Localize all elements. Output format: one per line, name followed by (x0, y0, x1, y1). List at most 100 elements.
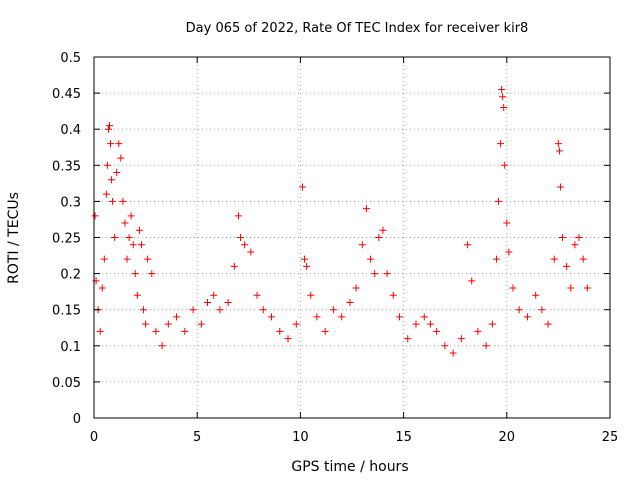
data-point (441, 342, 449, 350)
data-point (367, 255, 375, 263)
data-point (109, 197, 117, 205)
data-point (579, 255, 587, 263)
data-point (140, 306, 148, 314)
y-tick-label: 0.3 (60, 195, 81, 210)
data-point (420, 313, 428, 321)
data-point (127, 212, 135, 220)
data-point (338, 313, 346, 321)
data-point (189, 306, 197, 314)
data-point (362, 205, 370, 213)
data-point (135, 226, 143, 234)
x-axis-title: GPS time / hours (291, 459, 408, 475)
data-point (499, 93, 507, 101)
data-point (501, 161, 509, 169)
x-tick-label: 0 (90, 430, 98, 445)
data-point (505, 248, 513, 256)
y-tick-label: 0.1 (60, 340, 81, 355)
data-point (91, 212, 99, 220)
data-point (164, 320, 172, 328)
y-tick-label: 0.25 (52, 232, 81, 247)
data-point (329, 306, 337, 314)
data-point (426, 320, 434, 328)
data-point (492, 255, 500, 263)
data-point (482, 342, 490, 350)
data-point (571, 241, 579, 249)
data-point (210, 291, 218, 299)
data-point (498, 85, 506, 93)
data-point (144, 255, 152, 263)
y-tick-label: 0.5 (60, 51, 81, 66)
data-point (133, 291, 141, 299)
data-point (449, 349, 457, 357)
data-point (129, 241, 137, 249)
x-tick-label: 15 (395, 430, 412, 445)
data-point (105, 122, 113, 130)
data-point (103, 161, 111, 169)
data-points (91, 85, 591, 357)
data-point (253, 291, 261, 299)
data-point (575, 234, 583, 241)
data-point (216, 306, 224, 314)
data-point (115, 140, 123, 148)
data-point (107, 140, 115, 148)
data-point (237, 234, 245, 241)
data-point (276, 327, 284, 335)
data-point (298, 183, 306, 191)
data-point (197, 320, 205, 328)
data-point (234, 212, 242, 220)
y-tick-label: 0.4 (60, 123, 81, 138)
data-point (268, 313, 276, 321)
y-axis-title: ROTI / TECUs (6, 192, 22, 284)
data-point (358, 241, 366, 249)
y-tick-label: 0.2 (60, 268, 81, 283)
data-point (371, 270, 379, 278)
data-point (488, 320, 496, 328)
data-point (113, 169, 121, 177)
plot-frame (93, 56, 611, 419)
data-point (515, 306, 523, 314)
data-point (204, 298, 212, 306)
data-point (142, 320, 150, 328)
data-point (123, 255, 131, 263)
data-point (474, 327, 482, 335)
y-tick-label: 0 (73, 412, 81, 427)
data-point (346, 298, 354, 306)
data-point (321, 327, 329, 335)
data-point (503, 219, 511, 227)
data-point (375, 234, 383, 241)
data-point (152, 327, 160, 335)
data-point (457, 335, 465, 343)
data-point (556, 183, 564, 191)
data-point (173, 313, 181, 321)
data-point (104, 125, 112, 133)
y-tick-label: 0.05 (52, 376, 81, 391)
x-tick-labels: 0 5 10 15 20 25 (90, 430, 618, 445)
data-point (395, 313, 403, 321)
data-point (98, 284, 106, 292)
data-point (119, 197, 127, 205)
grid-lines (94, 57, 610, 418)
data-point (148, 270, 156, 278)
data-point (241, 241, 249, 249)
data-point (523, 313, 531, 321)
data-point (559, 234, 567, 241)
data-point (495, 197, 503, 205)
data-point (412, 320, 420, 328)
data-point (292, 320, 300, 328)
y-tick-label: 0.15 (52, 304, 81, 319)
data-point (247, 248, 255, 256)
y-tick-label: 0.45 (52, 87, 81, 102)
data-point (108, 176, 116, 184)
data-point (121, 219, 129, 227)
data-point (404, 335, 412, 343)
data-point (158, 342, 166, 350)
data-point (538, 306, 546, 314)
data-point (303, 262, 311, 270)
data-point (102, 190, 110, 198)
chart-title: Day 065 of 2022, Rate Of TEC Index for r… (186, 21, 529, 36)
data-point (433, 327, 441, 335)
data-point (532, 291, 540, 299)
data-point (100, 255, 108, 263)
axis-ticks (93, 56, 611, 419)
